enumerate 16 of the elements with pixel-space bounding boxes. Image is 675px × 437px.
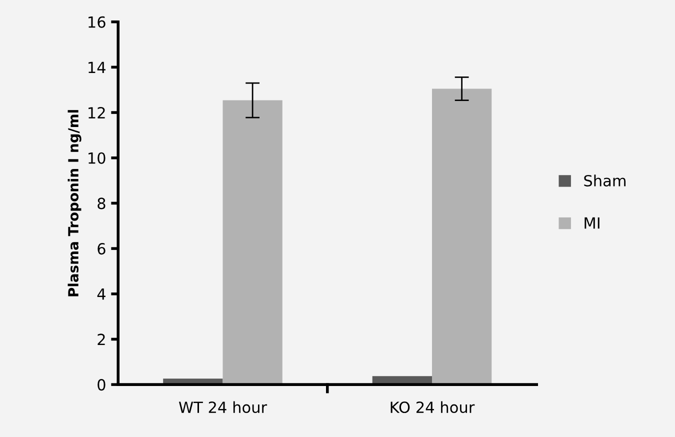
y-tick-label: 0	[98, 379, 106, 391]
y-tick-label: 6	[98, 243, 106, 255]
y-tick-label: 14	[88, 62, 106, 73]
bar	[432, 88, 492, 385]
y-axis-title: Plasma Troponin I ng/ml	[68, 110, 82, 296]
y-tick-label: 8	[98, 198, 106, 210]
x-tick-label: KO 24 hour	[390, 401, 475, 414]
y-tick-label: 12	[88, 106, 105, 118]
x-tick-label: WT 24 hour	[178, 401, 268, 414]
legend-label: MI	[584, 217, 600, 229]
y-tick-label: 16	[88, 16, 106, 28]
y-tick-label: 4	[97, 288, 106, 300]
bar	[222, 100, 282, 385]
y-tick-label: 10	[88, 152, 106, 164]
y-tick-label: 2	[98, 334, 105, 346]
legend-label: Sham	[584, 174, 626, 186]
